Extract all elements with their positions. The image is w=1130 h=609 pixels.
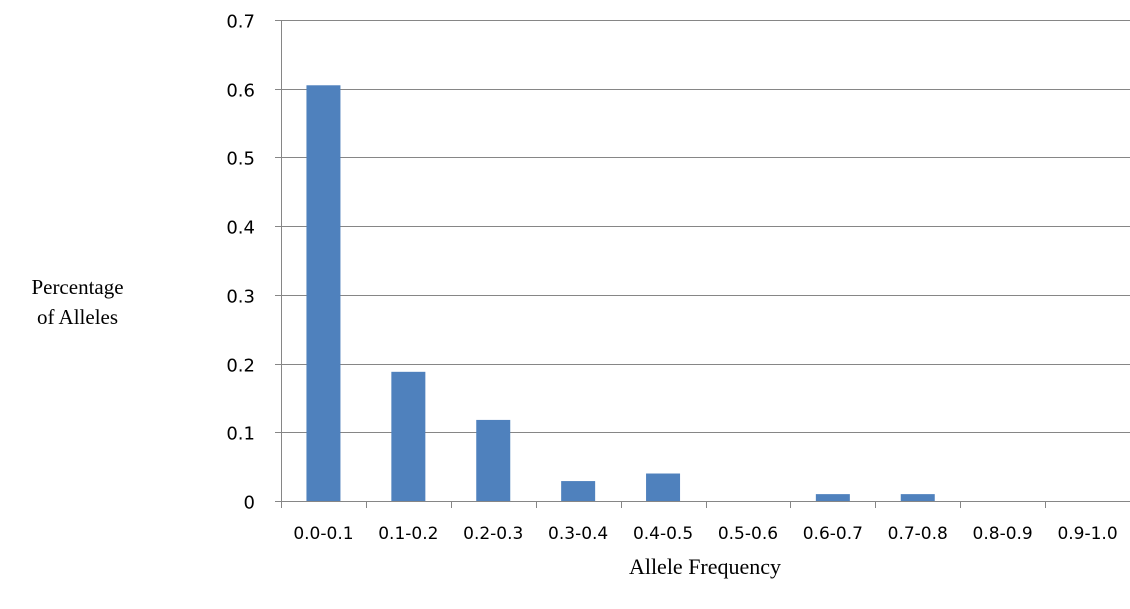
y-tick-label: 0.1 <box>226 424 255 445</box>
x-tick-label: 0.0-0.1 <box>293 524 353 544</box>
y-tick-label: 0.7 <box>226 12 255 33</box>
bar <box>306 85 341 502</box>
x-tick-label: 0.3-0.4 <box>548 524 608 544</box>
x-tick-label: 0.4-0.5 <box>633 524 693 544</box>
x-tick-label: 0.8-0.9 <box>973 524 1033 544</box>
x-tick-label: 0.7-0.8 <box>888 524 948 544</box>
y-tick-label: 0.2 <box>226 356 255 377</box>
bar <box>646 473 681 501</box>
x-tick-label: 0.2-0.3 <box>463 524 523 544</box>
bar <box>561 481 596 501</box>
y-axis-label-line2: of Alleles <box>36 305 119 329</box>
gridlines <box>281 20 1130 433</box>
y-tick-label: 0.3 <box>226 287 255 308</box>
y-axis-label-line1: Percentage <box>31 275 124 299</box>
bar <box>900 494 935 501</box>
y-tick-label: 0.5 <box>226 149 255 170</box>
x-tick-label: 0.6-0.7 <box>803 524 863 544</box>
y-axis-label: Percentage of Alleles <box>0 272 155 332</box>
tick-labels: 0 0.1 0.2 0.3 0.4 0.5 0.6 0.7 0.0-0.1 0.1-0.2 0.2-… <box>226 12 1117 545</box>
bar <box>476 419 511 501</box>
bar <box>815 494 850 501</box>
bar <box>391 371 426 501</box>
y-tick-label: 0.6 <box>226 81 255 102</box>
y-tick-label: 0.4 <box>226 218 255 239</box>
x-tick-label: 0.1-0.2 <box>378 524 438 544</box>
y-tick-label: 0 <box>244 493 255 514</box>
bars <box>306 85 935 502</box>
x-axis-label: Allele Frequency <box>628 554 782 579</box>
axes <box>275 20 1130 508</box>
x-tick-label: 0.5-0.6 <box>718 524 778 544</box>
x-tick-label: 0.9-1.0 <box>1057 524 1117 544</box>
